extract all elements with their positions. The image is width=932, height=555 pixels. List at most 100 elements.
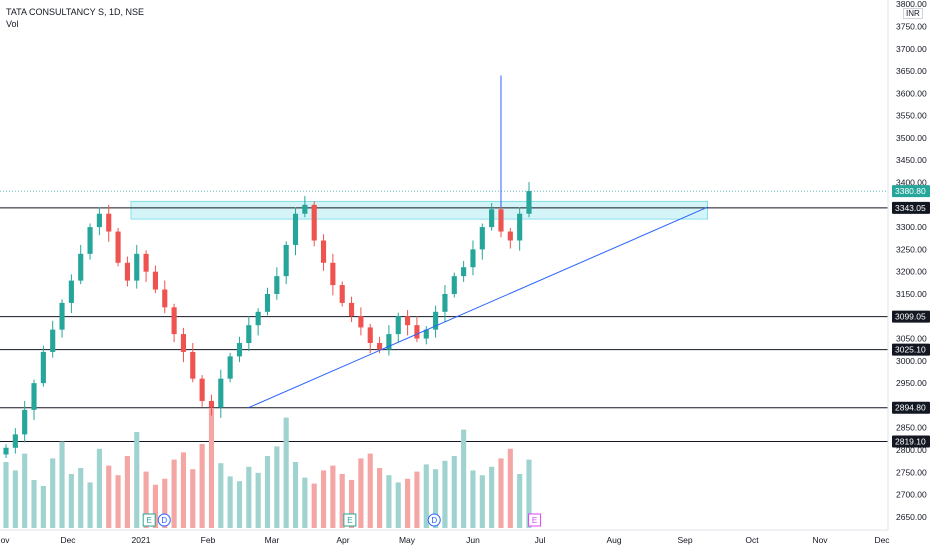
y-tick-label: 3500.00 (896, 133, 927, 143)
candle-body[interactable] (162, 289, 168, 308)
candle-body[interactable] (451, 276, 457, 294)
volume-bar (134, 432, 140, 528)
y-tick-label: 3450.00 (896, 155, 927, 165)
candle-body[interactable] (68, 280, 74, 303)
level-price-tag (892, 401, 930, 414)
candle-body[interactable] (339, 285, 345, 303)
candle-body[interactable] (330, 262, 336, 286)
y-tick-label: 3150.00 (896, 289, 927, 299)
volume-bar (171, 459, 177, 528)
candle-body[interactable] (190, 351, 196, 379)
candle-body[interactable] (96, 213, 102, 228)
candle-body[interactable] (489, 209, 495, 228)
volume-indicator-label[interactable]: Vol (6, 19, 19, 29)
candle-body[interactable] (22, 409, 28, 435)
candle-body[interactable] (367, 327, 373, 344)
candle-body[interactable] (414, 325, 420, 339)
candle-body[interactable] (498, 209, 504, 232)
symbol-title[interactable]: TATA CONSULTANCY S, 1D, NSE (6, 7, 145, 17)
candle-body[interactable] (152, 271, 158, 290)
candle-body[interactable] (264, 293, 271, 312)
candle-body[interactable] (386, 334, 392, 350)
event-marker-dividend[interactable] (157, 513, 171, 527)
candle-body[interactable] (87, 227, 93, 254)
candle-body[interactable] (526, 191, 532, 214)
y-tick-label: 3700.00 (896, 44, 927, 54)
volume-bar (395, 482, 401, 528)
candle-body[interactable] (470, 249, 476, 268)
event-marker-earnings[interactable] (528, 513, 542, 527)
candle-body[interactable] (283, 244, 289, 277)
candle-body[interactable] (405, 316, 411, 326)
candle-body[interactable] (433, 311, 439, 330)
candle-body[interactable] (227, 356, 233, 379)
candle-body[interactable] (255, 311, 261, 326)
candle-body[interactable] (199, 378, 205, 401)
volume-bar (143, 471, 149, 528)
volume-bar (470, 470, 476, 528)
candle-body[interactable] (461, 267, 467, 277)
candle-body[interactable] (236, 343, 243, 357)
y-tick-label: 3000.00 (896, 356, 927, 366)
candle-body[interactable] (31, 383, 37, 410)
time-axis[interactable]: Nov Dec 2021 Feb Mar Apr May Jun Jul Aug Sep Oct Nov… (0, 535, 890, 545)
event-marker-dividend[interactable] (427, 513, 441, 527)
volume-bar (152, 484, 158, 528)
candle-body[interactable] (302, 204, 308, 214)
y-tick-label: 3550.00 (896, 111, 927, 121)
y-tick-label: 3800.00 (896, 0, 927, 9)
candle-body[interactable] (3, 447, 9, 455)
candle-body[interactable] (106, 213, 112, 232)
candle-body[interactable] (40, 351, 46, 384)
candle-body[interactable] (12, 434, 18, 448)
volume-bar (292, 462, 299, 528)
candle-body[interactable] (59, 302, 65, 330)
volume-bar (311, 483, 317, 528)
volume-bar (50, 458, 56, 528)
candle-body[interactable] (311, 204, 317, 241)
candle-body[interactable] (143, 253, 149, 272)
event-marker-earnings[interactable] (343, 513, 357, 527)
candle-body[interactable] (180, 334, 187, 352)
volume-bar (3, 462, 9, 528)
candle-body[interactable] (507, 231, 513, 241)
candle-body[interactable] (50, 329, 56, 352)
candle-body[interactable] (218, 378, 224, 408)
candle-body[interactable] (246, 325, 252, 344)
candle-body[interactable] (479, 227, 485, 250)
volume-bar (489, 466, 495, 528)
volume-bar (433, 469, 439, 528)
x-tick-label: Jun (466, 535, 480, 545)
ascending-trendline[interactable] (248, 206, 708, 409)
candle-body[interactable] (78, 253, 84, 281)
candle-body[interactable] (124, 262, 130, 281)
event-marker-earnings[interactable] (142, 513, 156, 527)
currency-label[interactable]: INR (903, 8, 923, 19)
candle-body[interactable] (208, 400, 215, 408)
candle-body[interactable] (442, 293, 448, 312)
event-marker-label: D (431, 516, 437, 525)
volume-bar (526, 459, 532, 528)
candle-body[interactable] (423, 329, 429, 339)
candle-body[interactable] (292, 213, 299, 245)
candle-body[interactable] (377, 343, 383, 350)
candle-body[interactable] (320, 240, 327, 263)
y-tick-label: 3750.00 (896, 22, 927, 32)
x-tick-label: Dec (60, 535, 76, 545)
candle-body[interactable] (171, 307, 177, 335)
candle-body[interactable] (115, 231, 121, 263)
candle-body[interactable] (358, 316, 364, 328)
y-tick-label: 2750.00 (896, 467, 927, 477)
resistance-zone[interactable] (130, 200, 709, 220)
candle-body[interactable] (395, 316, 401, 335)
candle-body[interactable] (274, 276, 280, 294)
candle-body[interactable] (134, 253, 140, 281)
candle-body[interactable] (517, 213, 523, 241)
candles-layer (3, 182, 532, 459)
candle-body[interactable] (348, 302, 355, 317)
volume-bar (246, 466, 252, 528)
y-tick-label: 2650.00 (896, 512, 927, 522)
event-marker-label: E (347, 516, 352, 525)
